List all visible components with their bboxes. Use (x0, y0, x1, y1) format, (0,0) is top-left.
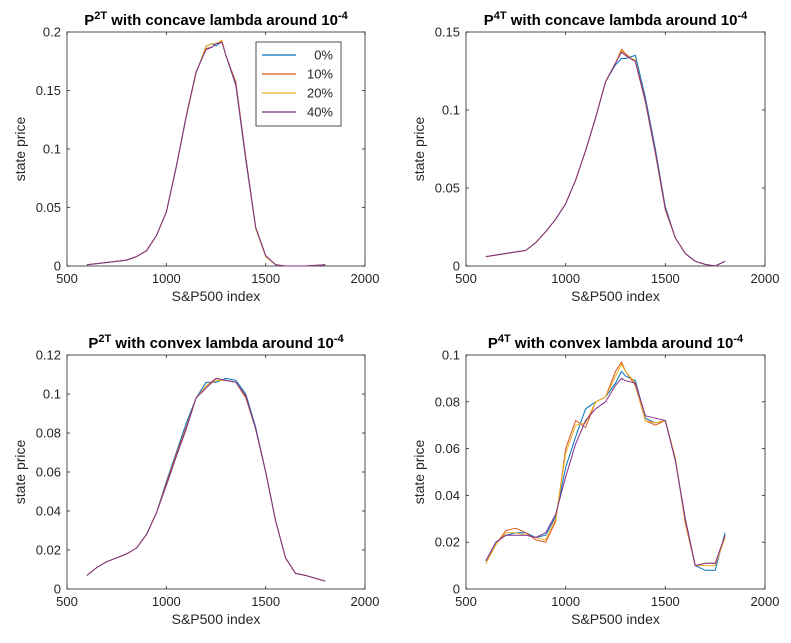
y-tick-label: 0 (54, 259, 61, 274)
y-tick-label: 0.08 (435, 394, 460, 409)
x-tick-label: 2000 (351, 271, 380, 286)
title-text: with concave lambda around 10 (507, 12, 738, 29)
axes-box (465, 31, 766, 267)
x-tick-label: 1500 (251, 594, 280, 609)
y-tick-label: 0.1 (43, 387, 61, 402)
y-axis-label: state price (411, 439, 427, 504)
chart-panel-1: 500 1000 1500 2000 0 0.05 0.1 0.15 0.2 S&P500 ind… (12, 10, 379, 304)
axes-box (465, 354, 766, 590)
title-exp: -4 (733, 333, 744, 345)
title-text: with concave lambda around 10 (107, 12, 338, 29)
title-sup: 2T (94, 10, 107, 22)
y-tick-label: 0.15 (36, 83, 61, 98)
y-tick-label: 0.15 (435, 25, 460, 40)
y-tick-label: 0 (453, 582, 460, 597)
x-axis-label: S&P500 index (172, 288, 261, 304)
title-sup: 2T (98, 333, 111, 345)
chart-title: P4T with concave lambda around 10-4 (484, 10, 748, 29)
chart-panel-3: 500 1000 1500 2000 0 0.02 0.04 0.06 0.08 0.1 0.12 S… (12, 333, 379, 627)
x-tick-label: 1500 (651, 271, 680, 286)
x-tick-label: 500 (56, 594, 78, 609)
y-tick-label: 0.08 (36, 426, 61, 441)
y-tick-label: 0.04 (435, 488, 460, 503)
y-tick-label: 0 (54, 582, 61, 597)
title-exp: -4 (737, 10, 748, 22)
x-tick-label: 1000 (551, 271, 580, 286)
y-tick-label: 0.2 (43, 25, 61, 40)
x-tick-label: 1000 (551, 594, 580, 609)
x-tick-label: 2000 (751, 594, 780, 609)
x-tick-label: 1000 (152, 594, 181, 609)
series-line-40pct (485, 51, 726, 267)
title-exp: -4 (338, 10, 349, 22)
y-tick-label: 0 (453, 259, 460, 274)
x-tick-label: 500 (455, 271, 477, 286)
axes-box (66, 354, 366, 590)
series-line-40pct (485, 377, 726, 567)
chart-title: P4T with convex lambda around 10-4 (488, 333, 744, 352)
x-tick-label: 2000 (351, 594, 380, 609)
y-tick-label: 0.1 (43, 142, 61, 157)
y-axis-label: state price (12, 439, 28, 504)
y-tick-label: 0.05 (36, 200, 61, 215)
series-line-40pct (86, 377, 326, 582)
legend: 0% 10% 20% 40% (255, 41, 342, 127)
x-tick-label: 1500 (651, 594, 680, 609)
y-tick-label: 0.06 (435, 441, 460, 456)
x-tick-label: 500 (455, 594, 477, 609)
legend-entry: 40% (307, 105, 333, 120)
y-axis-label: state price (411, 116, 427, 181)
y-tick-label: 0.1 (442, 348, 460, 363)
legend-entry: 0% (314, 48, 333, 63)
x-axis-label: S&P500 index (571, 611, 660, 627)
chart-panel-2: 500 1000 1500 2000 0 0.05 0.1 0.15 S&P500 index s… (411, 10, 779, 304)
y-tick-label: 0.1 (442, 103, 460, 118)
x-tick-label: 2000 (751, 271, 780, 286)
x-tick-label: 1500 (251, 271, 280, 286)
title-base: P (84, 12, 94, 29)
y-tick-label: 0.05 (435, 181, 460, 196)
legend-entry: 20% (307, 86, 333, 101)
x-axis-label: S&P500 index (571, 288, 660, 304)
title-base: P (488, 335, 498, 352)
title-text: with convex lambda around 10 (511, 335, 734, 352)
chart-panel-4: 500 1000 1500 2000 0 0.02 0.04 0.06 0.08 0.1 S&P50… (411, 333, 779, 627)
title-sup: 4T (498, 333, 511, 345)
series-line-40pct (86, 42, 326, 267)
x-tick-label: 1000 (152, 271, 181, 286)
title-exp: -4 (334, 333, 345, 345)
chart-title: P2T with concave lambda around 10-4 (84, 10, 348, 29)
title-sup: 4T (494, 10, 507, 22)
y-tick-label: 0.04 (36, 504, 61, 519)
legend-entry: 10% (307, 67, 333, 82)
title-base: P (484, 12, 494, 29)
y-tick-label: 0.06 (36, 465, 61, 480)
y-tick-label: 0.02 (36, 543, 61, 558)
x-axis-label: S&P500 index (172, 611, 261, 627)
chart-title: P2T with convex lambda around 10-4 (88, 333, 344, 352)
y-tick-label: 0.12 (36, 348, 61, 363)
title-text: with convex lambda around 10 (111, 335, 334, 352)
y-axis-label: state price (12, 116, 28, 181)
title-base: P (88, 335, 98, 352)
y-tick-label: 0.02 (435, 535, 460, 550)
x-tick-label: 500 (56, 271, 78, 286)
